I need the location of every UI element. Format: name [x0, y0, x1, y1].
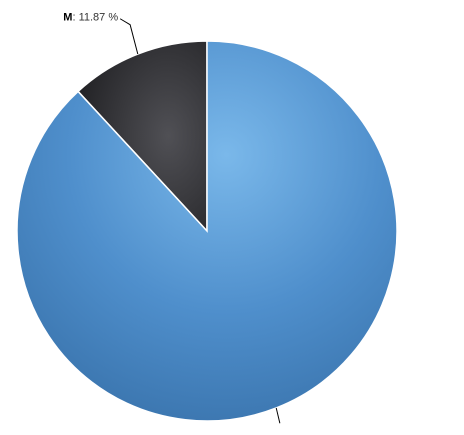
pie-labels: M: 11.87 %: [63, 12, 281, 424]
pie-label-connector: [119, 18, 139, 55]
pie-slice-other[interactable]: [16, 40, 398, 422]
slice-label-value: : 11.87 %: [72, 12, 118, 24]
pie-slice-label: M: 11.87 %: [63, 12, 118, 24]
slice-label-name: M: [63, 12, 72, 24]
pie-slices: [16, 40, 398, 422]
pie-slice-m[interactable]: [77, 40, 208, 233]
pie-label-connector: [275, 407, 281, 424]
